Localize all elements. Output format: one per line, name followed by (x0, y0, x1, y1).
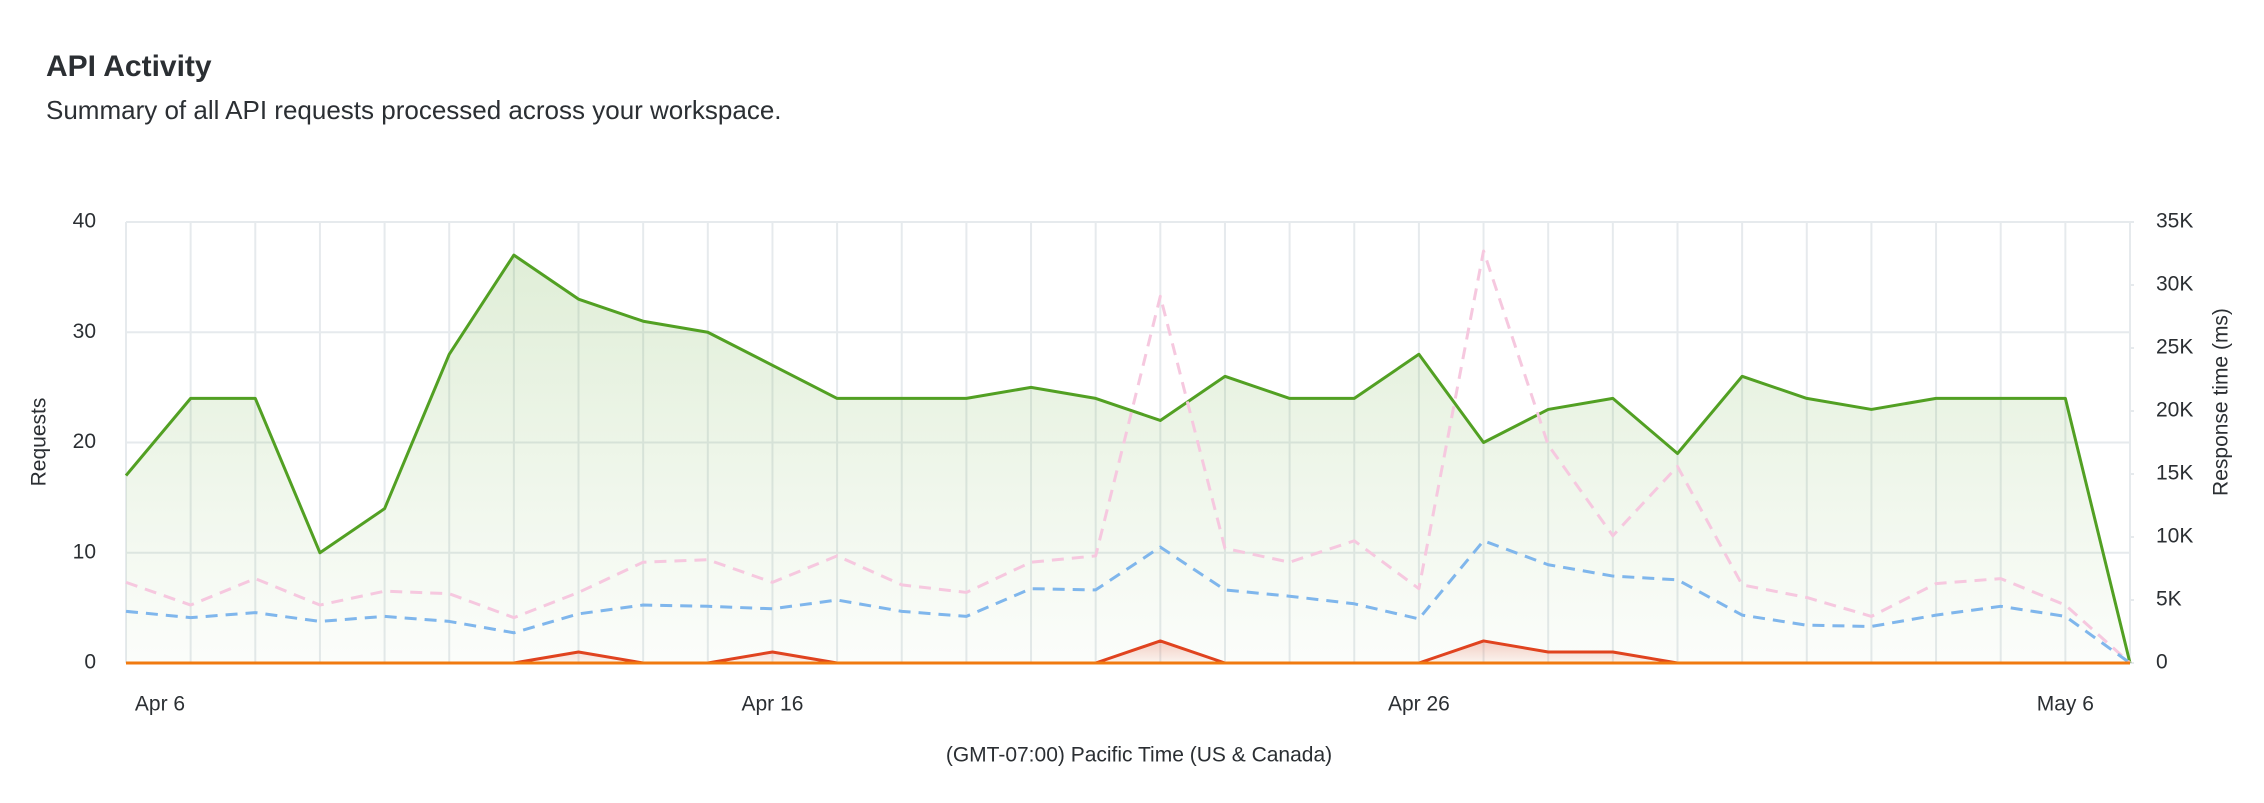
y2-tick-label: 15K (2156, 462, 2193, 485)
y2-tick-label: 10K (2156, 525, 2193, 548)
y-tick-label: 30 (73, 320, 96, 343)
y2-tick-label: 30K (2156, 273, 2193, 296)
y-axis-title: Requests (28, 398, 51, 487)
x-axis-title: (GMT-07:00) Pacific Time (US & Canada) (946, 744, 1332, 767)
y2-tick-label: 20K (2156, 399, 2193, 422)
y2-tick-label: 35K (2156, 210, 2193, 233)
series-area (126, 640, 2130, 663)
x-tick-label: Apr 6 (135, 693, 185, 716)
chart-subtitle: Summary of all API requests processed ac… (46, 95, 782, 125)
series-line (125, 249, 2132, 665)
y2-axis-title: Response time (ms) (2210, 308, 2233, 496)
y2-tick-label: 25K (2156, 336, 2193, 359)
y2-tick-label: 0 (2156, 651, 2168, 674)
y-tick-label: 0 (84, 651, 96, 674)
series-line (124, 253, 2132, 664)
chart-title: API Activity (46, 50, 212, 83)
series-line (125, 539, 2131, 665)
y-tick-label: 10 (73, 540, 96, 563)
y-tick-label: 20 (73, 430, 96, 453)
x-tick-label: Apr 16 (742, 693, 804, 716)
y-tick-label: 40 (73, 210, 96, 233)
y2-tick-label: 5K (2156, 588, 2182, 611)
x-tick-label: May 6 (2037, 693, 2094, 716)
series-area (126, 255, 2130, 663)
x-tick-label: Apr 26 (1388, 693, 1450, 716)
